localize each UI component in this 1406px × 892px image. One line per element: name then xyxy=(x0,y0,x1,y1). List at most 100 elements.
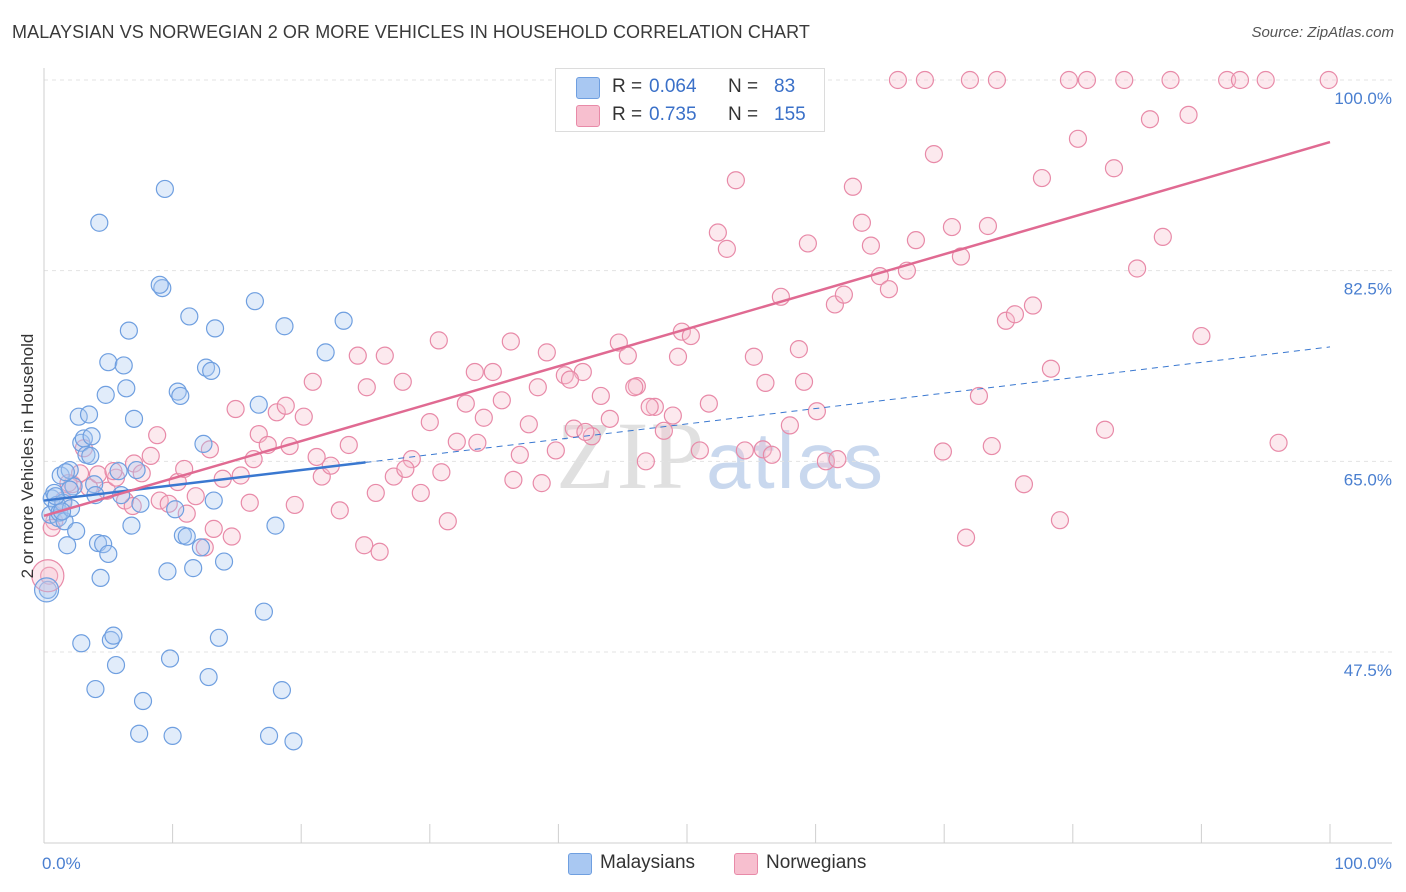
data-point xyxy=(1023,296,1043,315)
data-point xyxy=(82,427,101,446)
data-point xyxy=(104,462,123,481)
data-point xyxy=(726,171,745,190)
data-point xyxy=(794,372,814,391)
data-point xyxy=(1014,475,1034,494)
data-point xyxy=(1269,433,1288,452)
data-point xyxy=(106,655,126,675)
legend-row-malaysians: R = 0.064 N = 83 xyxy=(556,73,824,101)
data-point xyxy=(708,223,727,242)
data-point xyxy=(96,385,115,404)
data-point xyxy=(202,361,221,381)
data-point xyxy=(184,559,203,578)
data-point xyxy=(789,340,808,359)
data-point xyxy=(576,422,595,442)
data-point xyxy=(906,231,926,250)
data-point xyxy=(879,280,899,299)
legend-r-value: 0.735 xyxy=(649,104,697,125)
series-swatch-malaysians xyxy=(568,853,592,875)
series-label-norwegians: Norwegians xyxy=(766,852,867,873)
data-point xyxy=(91,568,110,588)
data-point xyxy=(735,441,754,460)
legend-n-label: N = xyxy=(728,76,759,97)
data-point xyxy=(158,562,177,581)
data-point xyxy=(177,527,196,546)
trend-line-malaysians-extension xyxy=(365,346,1331,463)
legend-r-label: R = xyxy=(612,104,643,125)
data-point xyxy=(163,726,182,745)
data-point xyxy=(510,445,529,464)
data-point xyxy=(117,379,136,398)
data-point xyxy=(1032,168,1052,188)
data-point xyxy=(762,445,781,464)
data-point xyxy=(1161,70,1180,90)
data-point xyxy=(267,403,286,422)
data-point xyxy=(600,409,619,428)
data-point xyxy=(209,628,228,647)
data-point xyxy=(205,319,225,338)
data-point xyxy=(861,236,880,255)
data-point-large xyxy=(31,559,65,593)
data-point xyxy=(753,440,772,459)
data-point xyxy=(357,378,376,397)
data-point xyxy=(294,407,313,426)
data-point xyxy=(160,649,180,668)
data-point xyxy=(67,521,86,541)
data-point xyxy=(99,353,118,372)
data-point xyxy=(501,332,520,351)
data-point xyxy=(196,358,216,377)
data-point xyxy=(1077,70,1097,90)
data-point xyxy=(214,552,234,571)
data-point xyxy=(528,378,547,397)
data-point xyxy=(88,465,108,484)
data-point xyxy=(816,452,835,471)
data-point xyxy=(86,679,105,699)
chart-title: MALAYSIAN VS NORWEGIAN 2 OR MORE VEHICLE… xyxy=(12,22,811,42)
data-points xyxy=(31,70,1338,751)
data-point xyxy=(194,434,213,454)
data-point xyxy=(474,408,493,427)
data-point xyxy=(1218,70,1237,90)
stats-legend: R = 0.064 N = 83 R = 0.735 N = 155 xyxy=(555,68,825,132)
data-point xyxy=(259,726,279,745)
data-point xyxy=(307,447,326,467)
data-point xyxy=(828,450,847,469)
data-point xyxy=(1179,105,1198,124)
data-point xyxy=(303,372,322,391)
y-tick-label: 65.0% xyxy=(1344,470,1392,489)
data-point xyxy=(171,386,190,406)
data-point xyxy=(186,487,205,506)
data-point xyxy=(316,343,335,362)
data-point xyxy=(1050,511,1070,530)
data-point xyxy=(978,216,998,236)
data-point xyxy=(798,234,817,253)
y-tick-label: 47.5% xyxy=(1344,661,1392,680)
data-point xyxy=(1068,129,1088,148)
data-point xyxy=(1140,110,1160,129)
data-point xyxy=(199,667,218,687)
data-point xyxy=(537,343,556,362)
data-point xyxy=(546,441,565,460)
data-point xyxy=(124,409,144,428)
data-point-large xyxy=(33,577,60,603)
data-point xyxy=(284,732,303,751)
watermark: ZIPatlas xyxy=(556,400,885,511)
data-point xyxy=(504,470,523,489)
data-point xyxy=(222,527,241,546)
data-point xyxy=(90,213,109,232)
trend-lines xyxy=(43,140,1331,518)
data-point xyxy=(285,495,304,515)
data-point xyxy=(266,516,285,535)
x-tick-label: 0.0% xyxy=(42,854,81,873)
watermark-atlas: atlas xyxy=(706,416,885,505)
data-point xyxy=(625,378,644,397)
axis-labels: 47.5% 65.0% 82.5% 100.0% 0.0% 100.0% 2 or more… xyxy=(18,89,1392,873)
data-point xyxy=(924,144,944,164)
data-point xyxy=(591,386,610,406)
data-point xyxy=(1256,70,1275,90)
data-point xyxy=(375,346,394,365)
data-point xyxy=(429,331,448,350)
data-point xyxy=(339,435,358,455)
data-point xyxy=(133,691,153,711)
data-point xyxy=(114,356,133,375)
